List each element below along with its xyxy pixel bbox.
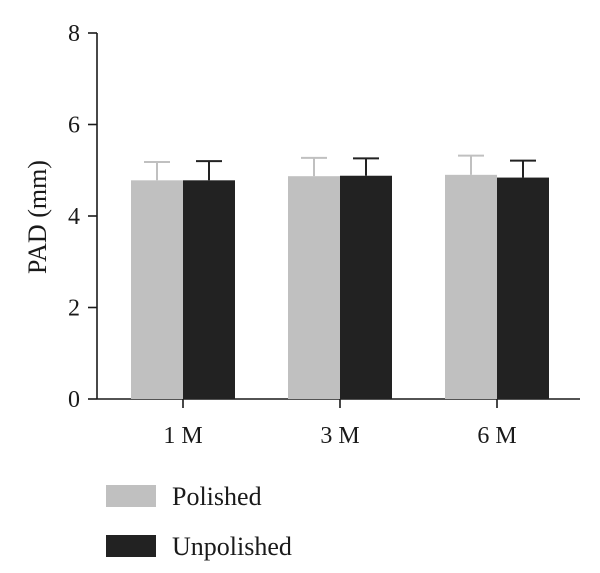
x-tick-label: 6 M	[477, 423, 516, 449]
legend-label-polished: Polished	[172, 482, 262, 511]
y-tick-label: 8	[68, 21, 80, 47]
legend-label-unpolished: Unpolished	[172, 532, 292, 561]
y-tick-label: 2	[68, 296, 80, 322]
bar-polished	[445, 174, 497, 399]
x-tick-label: 3 M	[320, 423, 359, 449]
x-tick-label: 1 M	[163, 423, 202, 449]
plot-area: 0 2 4 6 8 1 M 3 M 6 M	[68, 21, 580, 449]
y-tick-label: 0	[68, 387, 80, 413]
y-axis-title: PAD (mm)	[23, 160, 52, 274]
bar-unpolished	[183, 180, 235, 399]
legend-swatch-unpolished	[106, 535, 156, 557]
y-tick-label: 4	[68, 204, 80, 230]
legend-swatch-polished	[106, 485, 156, 507]
bar-unpolished	[497, 177, 549, 399]
y-tick-label: 6	[68, 113, 80, 139]
legend: Polished Unpolished	[106, 482, 292, 561]
bar-polished	[131, 180, 183, 399]
bar-unpolished	[340, 175, 392, 399]
bar-polished	[288, 176, 340, 399]
